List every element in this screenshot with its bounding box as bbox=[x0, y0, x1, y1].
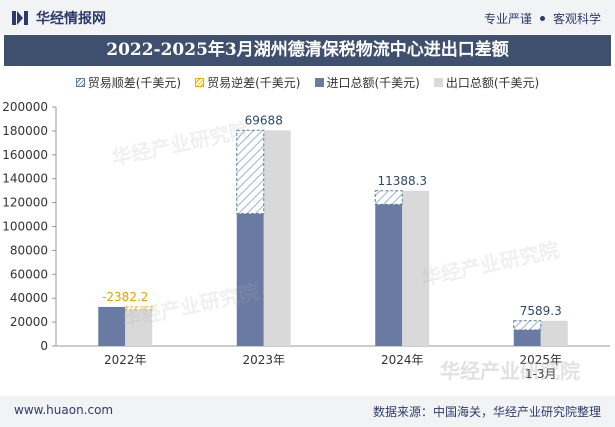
bar-trade-surplus bbox=[374, 190, 403, 205]
bar-trade-deficit bbox=[124, 306, 153, 311]
chart-title: 2022-2025年3月湖州德清保税物流中心进出口差额 bbox=[4, 35, 611, 66]
legend-export-swatch bbox=[433, 78, 443, 87]
legend-surplus-swatch bbox=[75, 78, 85, 87]
legend-import-swatch bbox=[314, 78, 324, 87]
bar-import bbox=[513, 329, 541, 346]
logo-icon bbox=[12, 11, 28, 25]
legend-item-deficit[interactable]: 贸易逆差(千美元) bbox=[195, 74, 301, 91]
bar-trade-surplus bbox=[236, 129, 265, 215]
y-tick-label: 60000 bbox=[10, 267, 48, 281]
y-tick-label: 140000 bbox=[2, 172, 48, 186]
balance-value-label: 7589.3 bbox=[520, 304, 562, 318]
legend-deficit-label: 贸易逆差(千美元) bbox=[207, 76, 301, 90]
top-bar: 华经情报网 专业严谨 客观科学 bbox=[0, 0, 615, 34]
y-tick-label: 80000 bbox=[10, 243, 48, 257]
bar-export bbox=[125, 309, 153, 346]
legend-import-label: 进口总额(千美元) bbox=[326, 76, 420, 90]
x-tick-label: 1-3月 bbox=[525, 367, 557, 381]
balance-value-label: 69688 bbox=[245, 113, 283, 127]
x-tick-label: 2025年 bbox=[519, 353, 562, 367]
y-tick-label: 180000 bbox=[2, 124, 48, 138]
tagline: 专业严谨 客观科学 bbox=[484, 10, 601, 27]
legend-surplus-label: 贸易顺差(千美元) bbox=[87, 76, 182, 90]
y-tick-label: 0 bbox=[40, 339, 48, 353]
brand-name: 华经情报网 bbox=[36, 11, 106, 27]
bar-import bbox=[236, 213, 264, 346]
x-tick-label: 2022年 bbox=[104, 353, 147, 367]
bar-import bbox=[375, 204, 403, 346]
y-tick-label: 100000 bbox=[2, 220, 48, 234]
legend-item-surplus[interactable]: 贸易顺差(千美元) bbox=[75, 74, 182, 91]
y-tick-label: 40000 bbox=[10, 291, 48, 305]
brand-logo[interactable]: 华经情报网 bbox=[12, 8, 106, 28]
bar-export bbox=[263, 130, 291, 346]
bar-import bbox=[98, 306, 126, 346]
tagline-2: 客观科学 bbox=[552, 12, 601, 26]
separator-dot-icon bbox=[539, 16, 545, 21]
y-tick-label: 120000 bbox=[2, 196, 48, 210]
y-tick-label: 200000 bbox=[2, 100, 48, 114]
y-tick-label: 160000 bbox=[2, 148, 48, 162]
footer: www.huaon.com 数据来源：中国海关，华经产业研究院整理 bbox=[0, 396, 615, 427]
chart-canvas: 0 20000 40000 60000 80000 100000 120000 140000 1… bbox=[2, 100, 610, 381]
footer-website-link[interactable]: www.huaon.com bbox=[14, 403, 114, 417]
chart-legend: 贸易顺差(千美元) 贸易逆差(千美元) 进口总额(千美元) 出口总额(千美元) bbox=[0, 74, 615, 91]
y-tick-label: 20000 bbox=[10, 315, 48, 329]
legend-item-import[interactable]: 进口总额(千美元) bbox=[314, 74, 420, 91]
balance-value-label: 11388.3 bbox=[377, 174, 427, 188]
x-tick-label: 2024年 bbox=[381, 353, 424, 367]
bar-export bbox=[402, 190, 430, 346]
x-tick-label: 2023年 bbox=[242, 353, 285, 367]
footer-source: 数据来源：中国海关，华经产业研究院整理 bbox=[372, 405, 601, 419]
bar-export bbox=[540, 320, 568, 346]
legend-export-label: 出口总额(千美元) bbox=[445, 76, 540, 90]
balance-value-label: -2382.2 bbox=[102, 290, 148, 304]
legend-item-export[interactable]: 出口总额(千美元) bbox=[433, 74, 540, 91]
tagline-1: 专业严谨 bbox=[483, 12, 532, 26]
legend-deficit-swatch bbox=[195, 78, 205, 87]
bar-trade-surplus bbox=[513, 320, 542, 331]
